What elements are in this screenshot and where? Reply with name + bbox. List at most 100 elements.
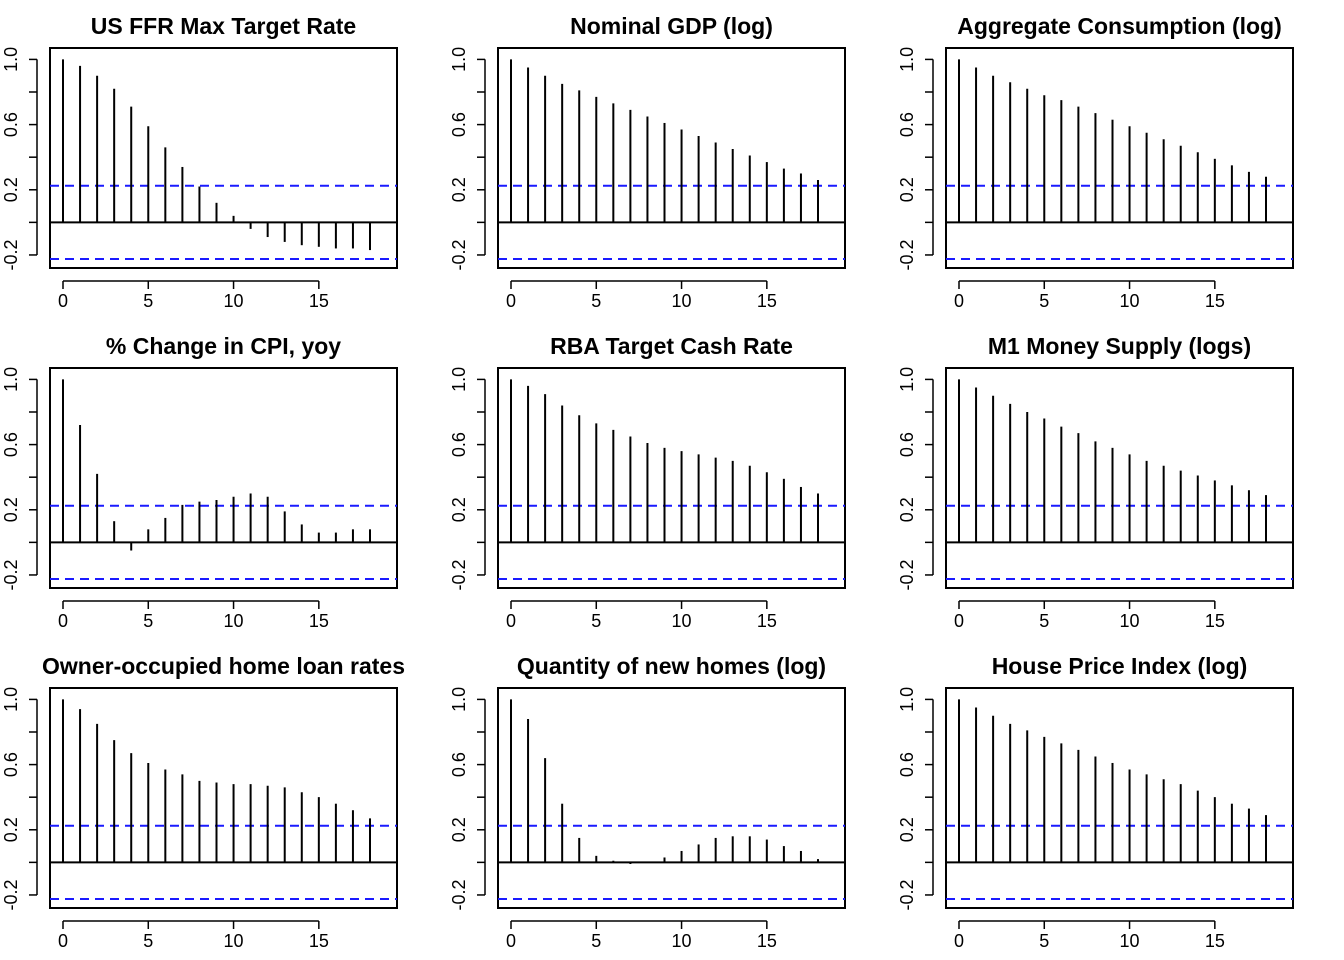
y-tick-label: 0.6 — [1, 432, 21, 457]
y-tick-label: 0.6 — [1, 112, 21, 137]
acf-panel: Owner-occupied home loan rates -0.2 0.2 0.6… — [1, 653, 405, 951]
y-tick-label: 0.6 — [1, 752, 21, 777]
y-tick-label: -0.2 — [1, 559, 21, 590]
y-tick-label: -0.2 — [897, 559, 917, 590]
x-tick-label: 5 — [143, 931, 153, 951]
plot-frame — [945, 687, 1294, 909]
x-tick-label: 0 — [58, 611, 68, 631]
acf-panel: RBA Target Cash Rate -0.2 0.2 0.6 1.0 0 5 10 15 — [449, 333, 846, 631]
panel-title: M1 Money Supply (logs) — [988, 333, 1251, 359]
x-tick-label: 0 — [954, 611, 964, 631]
y-tick-label: 1.0 — [897, 367, 917, 392]
panel-title: Quantity of new homes (log) — [517, 653, 826, 679]
plot-frame — [945, 367, 1294, 589]
x-tick-label: 15 — [309, 931, 329, 951]
acf-panel: M1 Money Supply (logs) -0.2 0.2 0.6 1.0 0 5 10 1… — [897, 333, 1294, 631]
x-tick-label: 0 — [506, 291, 516, 311]
plot-frame — [497, 367, 846, 589]
x-tick-label: 10 — [672, 931, 692, 951]
plot-frame — [497, 687, 846, 909]
y-tick-label: 0.2 — [1, 497, 21, 522]
y-tick-label: 0.6 — [449, 432, 469, 457]
plot-frame — [49, 367, 398, 589]
y-tick-label: 0.2 — [897, 817, 917, 842]
x-tick-label: 15 — [1205, 931, 1225, 951]
x-tick-label: 0 — [506, 931, 516, 951]
y-tick-label: -0.2 — [449, 559, 469, 590]
x-tick-label: 5 — [1039, 291, 1049, 311]
x-tick-label: 5 — [591, 611, 601, 631]
y-tick-label: 0.2 — [449, 497, 469, 522]
x-tick-label: 10 — [1120, 611, 1140, 631]
x-tick-label: 10 — [1120, 291, 1140, 311]
x-tick-label: 5 — [591, 931, 601, 951]
plot-frame — [497, 47, 846, 269]
y-tick-label: 0.6 — [897, 112, 917, 137]
acf-panel: % Change in CPI, yoy -0.2 0.2 0.6 1.0 0 5 10 15 — [1, 333, 398, 631]
x-tick-label: 15 — [309, 611, 329, 631]
y-tick-label: 0.2 — [897, 177, 917, 202]
y-tick-label: 0.6 — [897, 752, 917, 777]
y-tick-label: -0.2 — [1, 239, 21, 270]
x-tick-label: 10 — [672, 291, 692, 311]
x-tick-label: 10 — [224, 611, 244, 631]
acf-panel: Aggregate Consumption (log) -0.2 0.2 0.6 1.0… — [897, 13, 1294, 311]
y-tick-label: -0.2 — [449, 879, 469, 910]
y-tick-label: 0.2 — [449, 177, 469, 202]
y-tick-label: 0.2 — [449, 817, 469, 842]
y-tick-label: 1.0 — [1, 367, 21, 392]
x-tick-label: 0 — [506, 611, 516, 631]
x-tick-label: 5 — [1039, 931, 1049, 951]
y-tick-label: 1.0 — [1, 687, 21, 712]
y-tick-label: 0.6 — [449, 752, 469, 777]
acf-panel: US FFR Max Target Rate -0.2 0.2 0.6 1.0 0 5 10 1… — [1, 13, 398, 311]
panel-title: Aggregate Consumption (log) — [957, 13, 1282, 39]
x-tick-label: 5 — [591, 291, 601, 311]
plot-frame — [49, 687, 398, 909]
panel-title: US FFR Max Target Rate — [91, 13, 356, 39]
x-tick-label: 15 — [1205, 291, 1225, 311]
y-tick-label: 0.6 — [449, 112, 469, 137]
acf-panel: Quantity of new homes (log) -0.2 0.2 0.6 1.0… — [449, 653, 846, 951]
x-tick-label: 10 — [224, 931, 244, 951]
acf-panel: Nominal GDP (log) -0.2 0.2 0.6 1.0 0 5 10 15 — [449, 13, 846, 311]
x-tick-label: 15 — [757, 611, 777, 631]
x-tick-label: 5 — [143, 291, 153, 311]
y-tick-label: 1.0 — [449, 367, 469, 392]
x-tick-label: 10 — [672, 611, 692, 631]
x-tick-label: 15 — [1205, 611, 1225, 631]
y-tick-label: 1.0 — [449, 687, 469, 712]
y-tick-label: 1.0 — [1, 47, 21, 72]
x-tick-label: 5 — [1039, 611, 1049, 631]
y-tick-label: 0.2 — [1, 177, 21, 202]
x-tick-label: 15 — [309, 291, 329, 311]
y-tick-label: -0.2 — [1, 879, 21, 910]
y-tick-label: -0.2 — [897, 879, 917, 910]
y-tick-label: 1.0 — [897, 47, 917, 72]
panel-title: % Change in CPI, yoy — [106, 333, 341, 359]
x-tick-label: 0 — [954, 931, 964, 951]
x-tick-label: 0 — [58, 931, 68, 951]
y-tick-label: 0.2 — [1, 817, 21, 842]
panel-title: Nominal GDP (log) — [570, 13, 773, 39]
y-tick-label: -0.2 — [449, 239, 469, 270]
x-tick-label: 10 — [224, 291, 244, 311]
x-tick-label: 10 — [1120, 931, 1140, 951]
x-tick-label: 15 — [757, 931, 777, 951]
x-tick-label: 5 — [143, 611, 153, 631]
plot-frame — [49, 47, 398, 269]
panel-title: RBA Target Cash Rate — [550, 333, 793, 359]
x-tick-label: 0 — [954, 291, 964, 311]
x-tick-label: 0 — [58, 291, 68, 311]
y-tick-label: 1.0 — [897, 687, 917, 712]
y-tick-label: 0.2 — [897, 497, 917, 522]
plot-frame — [945, 47, 1294, 269]
panel-title: House Price Index (log) — [992, 653, 1248, 679]
acf-panel: House Price Index (log) -0.2 0.2 0.6 1.0 0 5 10… — [897, 653, 1294, 951]
y-tick-label: 0.6 — [897, 432, 917, 457]
y-tick-label: 1.0 — [449, 47, 469, 72]
panel-title: Owner-occupied home loan rates — [42, 653, 405, 679]
y-tick-label: -0.2 — [897, 239, 917, 270]
x-tick-label: 15 — [757, 291, 777, 311]
